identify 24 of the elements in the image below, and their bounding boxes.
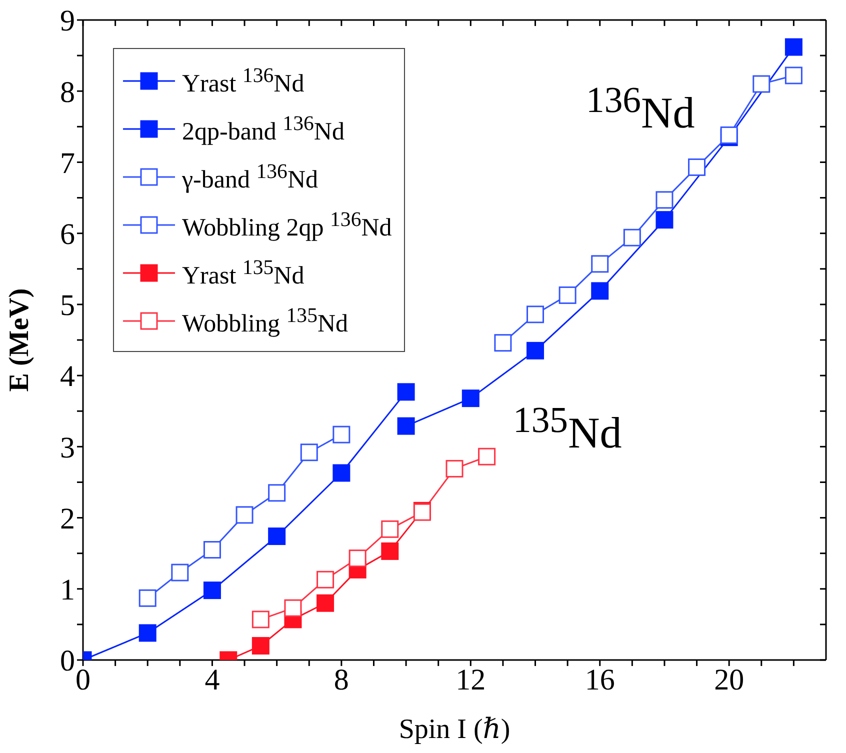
x-tick-label: 16: [584, 663, 615, 696]
y-tick-label: 6: [60, 218, 75, 251]
legend-label: Wobbling $^{135}$Nd: [182, 303, 348, 339]
x-tick-label: 20: [714, 663, 744, 696]
legend-label: Yrast $^{136}$Nd: [182, 63, 304, 99]
legend-label: Yrast $^{135}$Nd: [182, 255, 304, 291]
legend-label: 2qp-band $^{136}$Nd: [182, 111, 344, 147]
y-tick-label: 8: [60, 76, 75, 109]
y-tick-label: 7: [60, 146, 75, 180]
x-tick-label: 8: [334, 663, 349, 696]
x-axis-title: Spin I (ℏ): [398, 714, 510, 745]
y-tick-label: 3: [60, 431, 75, 464]
annotation: $^{136}$Nd: [586, 78, 695, 139]
y-tick-label: 5: [60, 289, 75, 322]
y-axis-title: E (MeV): [4, 288, 35, 392]
y-tick-label: 9: [60, 4, 75, 38]
legend-label: Wobbling 2qp $^{136}$Nd: [182, 207, 392, 243]
x-tick-label: 12: [456, 663, 486, 696]
y-tick-label: 1: [60, 574, 75, 607]
x-tick-label: 4: [204, 663, 220, 696]
y-tick-label: 2: [60, 502, 75, 536]
annotation: $^{135}$Nd: [513, 398, 622, 459]
legend-label: γ-band $^{136}$Nd: [182, 159, 318, 195]
y-tick-label: 4: [60, 360, 75, 394]
